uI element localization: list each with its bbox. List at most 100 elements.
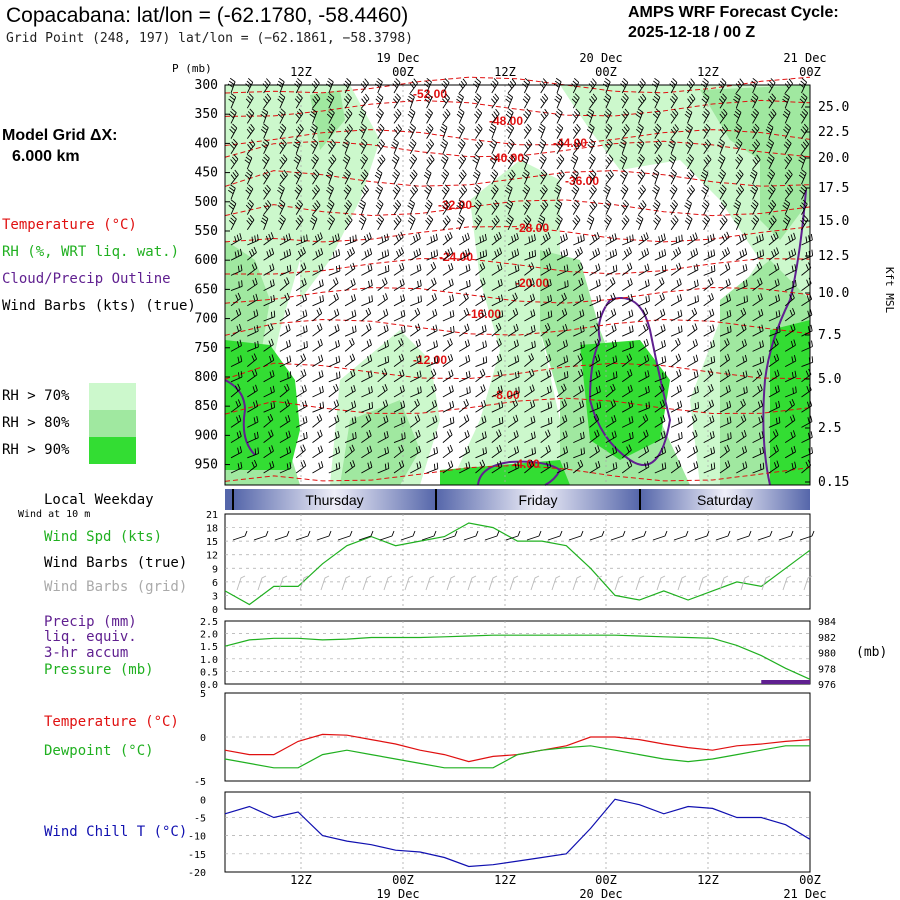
- wind-barb: [670, 416, 683, 428]
- wind-barb: [247, 234, 259, 246]
- pressure-tick-label: 300: [195, 78, 218, 93]
- grid-wind-barb: [803, 575, 813, 591]
- precip-tick-label: 0.0: [200, 680, 218, 691]
- wind-barb: [522, 199, 531, 215]
- wind-barb: [326, 77, 334, 94]
- wind-barb: [326, 199, 335, 215]
- wind-barb: [603, 108, 612, 124]
- wind-barb: [490, 169, 499, 185]
- wind-barb: [587, 153, 596, 170]
- rh80-region: [310, 90, 345, 150]
- wind-barb: [246, 215, 255, 231]
- wind-barb: [426, 356, 439, 368]
- dewpoint-label: Dewpoint (°C): [44, 743, 154, 759]
- wind-barb: [263, 93, 272, 109]
- wind-barb: [736, 295, 748, 307]
- wind-barb: [393, 215, 402, 231]
- wind-barb: [556, 264, 569, 276]
- wind-barb: [409, 154, 418, 170]
- wind-barb: [687, 445, 699, 459]
- surface-wind-barb: [400, 530, 416, 541]
- wind-barb: [719, 369, 731, 383]
- wind-barb: [407, 93, 415, 109]
- wind-barb: [554, 108, 563, 124]
- wind-barb: [654, 233, 666, 246]
- wind-barb: [603, 93, 612, 109]
- wind-barb: [785, 279, 797, 292]
- wind-barb: [328, 371, 341, 383]
- wind-barb: [230, 414, 242, 428]
- precip-sub1-label: liq. equiv.: [44, 629, 137, 645]
- wind-barb: [767, 93, 776, 109]
- wind-barb: [312, 354, 324, 367]
- wind-barb: [312, 200, 321, 215]
- wind-barb: [719, 215, 728, 231]
- wind-barb: [719, 231, 730, 246]
- wind-barb: [360, 78, 369, 94]
- wind-barb: [230, 169, 239, 185]
- wind-barb: [684, 214, 693, 230]
- wind-barb: [475, 277, 486, 291]
- wind-barb: [687, 279, 699, 292]
- wind-barb: [524, 249, 537, 261]
- wind-barb: [393, 278, 405, 291]
- grid-wind-barb: [782, 575, 792, 591]
- wind-barb: [572, 108, 581, 124]
- wind-barb: [376, 214, 385, 231]
- wind-barb: [442, 429, 453, 443]
- wind-barb: [296, 431, 308, 444]
- wind-barb: [586, 214, 595, 230]
- wind-barb: [684, 108, 693, 124]
- wind-barb: [784, 308, 796, 322]
- wind-barb: [638, 354, 650, 367]
- height-tick-label: 7.5: [818, 328, 841, 343]
- wind-barb: [488, 123, 497, 139]
- wind-barb: [670, 353, 682, 367]
- wind-barb: [295, 215, 304, 231]
- wind-barb: [261, 153, 270, 170]
- wind-barb: [540, 200, 549, 215]
- wind-barb: [458, 414, 470, 428]
- surface-wind-barb: [484, 530, 500, 541]
- wind-barb: [785, 370, 797, 383]
- wind-barb: [245, 93, 254, 109]
- wind-barb: [441, 93, 450, 109]
- wind-barb: [540, 385, 552, 398]
- wind-barb: [524, 400, 536, 413]
- wind-barb: [426, 277, 437, 291]
- wind-barb: [540, 369, 552, 383]
- pressure-tick-label: 750: [195, 341, 218, 356]
- wind-barb: [360, 169, 369, 185]
- wind-barb: [391, 138, 399, 154]
- wind-barb: [442, 325, 455, 337]
- wind-barb: [736, 461, 748, 474]
- pressure-line: [224, 634, 811, 680]
- wind-barb: [719, 460, 731, 474]
- wind-barb: [621, 460, 633, 474]
- wind-barb: [377, 446, 390, 459]
- wind-barb: [377, 293, 388, 307]
- cloud-outline: [477, 460, 562, 486]
- wind-barb: [573, 278, 584, 291]
- wind-barb: [393, 444, 404, 459]
- wind-barb: [442, 460, 454, 474]
- wind-barb: [393, 231, 404, 246]
- wind-barb: [392, 184, 401, 200]
- wind-barb: [458, 399, 469, 413]
- wind-barb: [701, 184, 710, 200]
- wind-barb: [556, 280, 569, 292]
- wind-barb: [621, 278, 633, 291]
- wind-barb: [719, 124, 728, 139]
- rh80-region: [700, 85, 810, 240]
- wind-barb: [475, 262, 486, 276]
- wind-barb: [605, 399, 617, 413]
- wind-barb: [556, 154, 565, 170]
- wind-barb: [556, 446, 569, 459]
- wind-barb: [473, 77, 482, 94]
- wind-barb: [622, 341, 634, 352]
- wind-barb: [589, 414, 600, 428]
- wind-barb: [719, 385, 731, 398]
- wind-barb: [277, 93, 286, 109]
- wind-barb: [687, 354, 699, 367]
- wind-barb: [556, 248, 569, 261]
